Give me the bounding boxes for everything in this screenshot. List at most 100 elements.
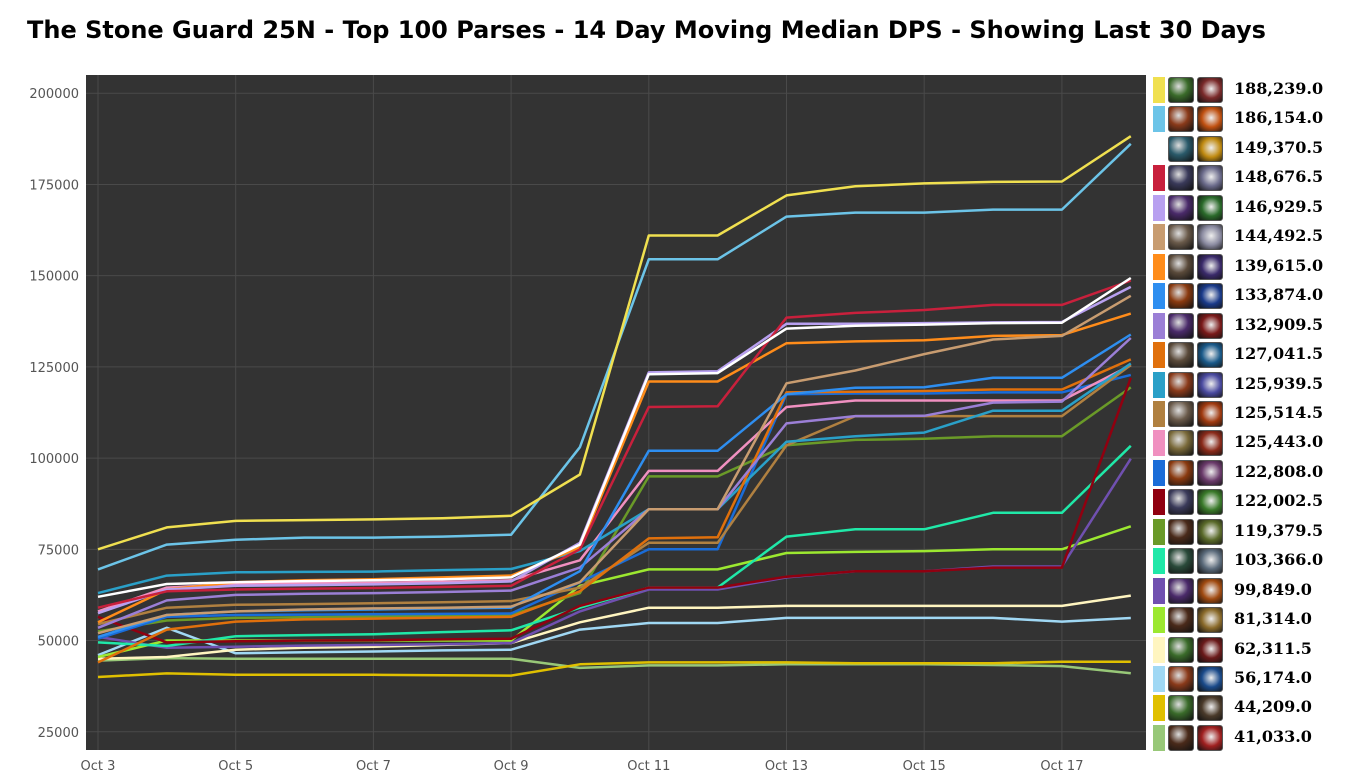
y-tick-label: 50000 [38, 635, 79, 650]
legend-swatch [1153, 253, 1165, 280]
legend-item: 125,939.5 [1150, 371, 1365, 400]
arcane-spec-icon [1197, 371, 1223, 398]
legend-item: 188,239.0 [1150, 76, 1365, 105]
legend-item: 44,209.0 [1150, 694, 1365, 723]
feral-spec-icon [1197, 342, 1223, 369]
y-tick-label: 200000 [29, 87, 79, 102]
legend-swatch [1153, 430, 1165, 457]
retribution-spec-icon [1197, 430, 1223, 457]
legend-value: 122,002.5 [1234, 491, 1324, 511]
legend-swatch [1153, 695, 1165, 722]
legend-item: 119,379.5 [1150, 518, 1365, 547]
legend-swatch [1153, 489, 1165, 516]
legend-item: 149,370.5 [1150, 135, 1365, 164]
marksmanship-spec-icon [1197, 636, 1223, 663]
druid-icon [1168, 253, 1194, 280]
plot-area [86, 75, 1146, 750]
series-line-11 [97, 362, 1132, 595]
series-line-22 [97, 660, 1131, 679]
legend-value: 139,615.0 [1234, 255, 1324, 275]
hunter-icon [1168, 135, 1194, 162]
legend-swatch [1153, 224, 1165, 251]
legend-item: 122,002.5 [1150, 488, 1365, 517]
legend-swatch [1153, 548, 1165, 575]
subtlety-spec-icon [1197, 607, 1223, 634]
legend-value: 41,033.0 [1234, 726, 1312, 746]
legend-value: 125,443.0 [1234, 432, 1324, 452]
rogue-icon [1168, 724, 1194, 751]
shaman-icon [1168, 283, 1194, 310]
y-tick-label: 100000 [29, 452, 79, 467]
series-line-1 [97, 135, 1132, 551]
frost-spec-icon [1197, 165, 1223, 192]
legend-item: 103,366.0 [1150, 547, 1365, 576]
legend-value: 146,929.5 [1234, 196, 1324, 216]
mage-icon [1168, 106, 1194, 133]
unholy-spec-icon [1197, 489, 1223, 516]
legend-swatch [1153, 724, 1165, 751]
legend-swatch [1153, 312, 1165, 339]
legend-item: 62,311.5 [1150, 636, 1365, 665]
series-line-20 [97, 594, 1131, 661]
death-knight-icon [1168, 165, 1194, 192]
assassination-spec-icon [1197, 695, 1223, 722]
warrior-icon [1168, 224, 1194, 251]
legend-item: 99,849.0 [1150, 577, 1365, 606]
legend-item: 125,514.5 [1150, 400, 1365, 429]
legend-swatch [1153, 666, 1165, 692]
enhancement-spec-icon [1197, 459, 1223, 486]
series-line-23 [97, 656, 1131, 675]
series-line-13 [97, 364, 1132, 613]
combat-spec-icon [1197, 518, 1223, 545]
hunter-icon [1168, 77, 1194, 103]
legend-value: 149,370.5 [1234, 137, 1324, 157]
series-line-3 [97, 276, 1132, 599]
paladin-icon [1168, 430, 1194, 457]
legend-item: 146,929.5 [1150, 194, 1365, 223]
legend-value: 81,314.0 [1234, 609, 1312, 629]
warlock-icon [1168, 194, 1194, 221]
series-line-10 [97, 358, 1132, 664]
warlock-icon [1168, 577, 1194, 604]
balance-spec-icon [1197, 253, 1223, 280]
legend-swatch [1153, 607, 1165, 634]
druid-icon [1168, 342, 1194, 369]
legend-value: 148,676.5 [1234, 167, 1324, 187]
legend-item: 133,874.0 [1150, 282, 1365, 311]
legend-item: 139,615.0 [1150, 253, 1365, 282]
series-line-4 [97, 279, 1132, 609]
legend-value: 44,209.0 [1234, 697, 1312, 717]
fury-spec-icon [1197, 400, 1223, 427]
x-tick-label: Oct 7 [356, 759, 391, 774]
axis-labels: 25000 50000 75000 100000 125000 150000 175000 2… [29, 87, 1083, 774]
demonology-spec-icon [1197, 312, 1223, 339]
y-tick-label: 25000 [38, 726, 79, 741]
rogue-icon [1168, 518, 1194, 545]
legend-item: 81,314.0 [1150, 606, 1365, 635]
hunter-icon [1168, 636, 1194, 663]
legend-swatch [1153, 459, 1165, 486]
y-tick-label: 175000 [29, 178, 79, 193]
legend-value: 119,379.5 [1234, 520, 1324, 540]
arms-spec-icon [1197, 224, 1223, 251]
x-tick-label: Oct 9 [494, 759, 529, 774]
legend-item: 41,033.0 [1150, 724, 1365, 753]
x-tick-label: Oct 3 [81, 759, 116, 774]
series-line-21 [97, 616, 1131, 657]
legend-item: 186,154.0 [1150, 105, 1365, 134]
legend-swatch [1153, 636, 1165, 663]
legend-swatch [1153, 77, 1165, 103]
legend-swatch [1153, 135, 1165, 162]
legend-value: 125,939.5 [1234, 373, 1324, 393]
legend-value: 132,909.5 [1234, 314, 1324, 334]
legend-value: 103,366.0 [1234, 550, 1324, 570]
warrior-icon [1168, 400, 1194, 427]
series-line-9 [97, 337, 1132, 629]
warlock-icon [1168, 312, 1194, 339]
legend-item: 132,909.5 [1150, 312, 1365, 341]
rogue-icon [1168, 695, 1194, 722]
x-tick-label: Oct 5 [218, 759, 253, 774]
survival-spec-icon [1197, 135, 1223, 162]
legend-swatch [1153, 106, 1165, 133]
